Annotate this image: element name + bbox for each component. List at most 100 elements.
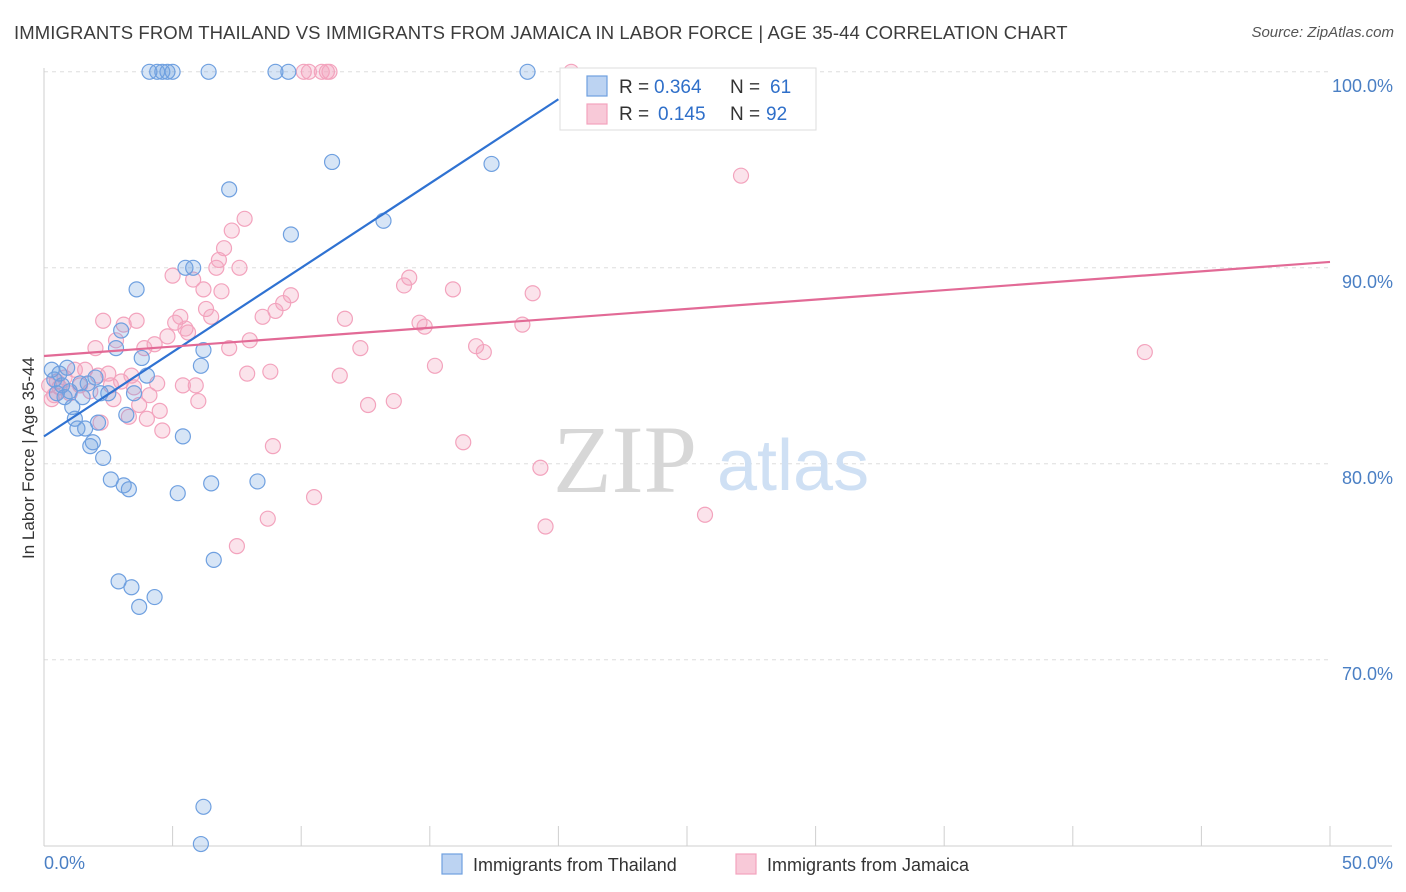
watermark-atlas: atlas — [717, 426, 869, 506]
point-thailand-46 — [195, 342, 212, 359]
point-jamaica-57 — [259, 510, 276, 527]
y-tick-labels: 100.0% 90.0% 80.0% 70.0% — [1332, 76, 1393, 684]
axes — [43, 68, 1392, 847]
point-thailand-40 — [164, 63, 181, 80]
watermark: ZIP atlas — [553, 406, 869, 513]
x-tick-label-1: 50.0% — [1342, 853, 1393, 873]
trend-lines — [43, 98, 1331, 438]
point-jamaica-39 — [185, 271, 202, 288]
point-jamaica-59 — [264, 438, 282, 455]
point-thailand-55 — [375, 212, 392, 229]
point-thailand-30 — [125, 385, 143, 402]
point-jamaica-69 — [336, 310, 354, 327]
series-jamaica-points — [41, 63, 1153, 555]
point-jamaica-79 — [455, 434, 472, 451]
point-jamaica-58 — [262, 363, 279, 380]
point-thailand-50 — [221, 181, 238, 198]
point-jamaica-87 — [696, 506, 714, 523]
point-jamaica-46 — [210, 251, 227, 269]
point-thailand-28 — [120, 481, 137, 498]
stats-legend: R = 0.364 N = 61 R = 0.145 N = 92 — [559, 67, 817, 131]
point-jamaica-88 — [732, 167, 750, 184]
point-thailand-20 — [95, 449, 112, 467]
stats-legend-n-value-2: 92 — [766, 104, 787, 125]
point-thailand-17 — [87, 369, 104, 386]
point-jamaica-35 — [172, 308, 189, 325]
point-thailand-6 — [59, 359, 76, 376]
source-credit: Source: ZipAtlas.com — [1251, 24, 1394, 41]
point-thailand-54 — [323, 153, 341, 171]
point-jamaica-49 — [221, 340, 238, 357]
point-thailand-59 — [192, 835, 209, 853]
point-jamaica-65 — [305, 489, 323, 506]
series-thailand-points — [43, 63, 536, 853]
point-jamaica-26 — [138, 410, 155, 427]
point-thailand-33 — [133, 349, 150, 367]
point-jamaica-43 — [197, 300, 215, 318]
point-jamaica-70 — [352, 340, 369, 357]
point-jamaica-44 — [203, 308, 220, 325]
point-jamaica-81 — [475, 343, 492, 361]
trend-line-jamaica — [43, 260, 1331, 358]
point-thailand-32 — [131, 598, 148, 615]
point-jamaica-76 — [416, 318, 433, 335]
point-thailand-49 — [205, 551, 222, 568]
point-thailand-31 — [128, 281, 145, 298]
x-tick-label-0: 0.0% — [44, 853, 85, 873]
point-thailand-39 — [159, 63, 176, 80]
stats-legend-r-label-1: R = — [619, 77, 649, 98]
point-thailand-16 — [84, 434, 101, 451]
y-axis-title: In Labor Force | Age 35-44 — [19, 357, 38, 559]
point-thailand-57 — [519, 63, 536, 80]
point-thailand-58 — [195, 798, 212, 815]
watermark-zip: ZIP — [553, 406, 697, 513]
point-jamaica-31 — [154, 422, 171, 439]
point-jamaica-36 — [174, 377, 191, 394]
point-jamaica-83 — [524, 285, 541, 302]
point-jamaica-89 — [1136, 343, 1153, 361]
stats-legend-n-label-1: N = — [730, 77, 760, 98]
point-thailand-45 — [192, 357, 209, 374]
stats-legend-swatch-thailand — [586, 75, 608, 97]
point-jamaica-78 — [444, 281, 462, 298]
stats-legend-r-value-2: 0.145 — [658, 104, 706, 125]
point-jamaica-72 — [385, 392, 402, 410]
y-tick-label-0: 100.0% — [1332, 76, 1393, 96]
point-thailand-52 — [280, 63, 297, 80]
point-thailand-25 — [113, 322, 130, 339]
point-jamaica-73 — [395, 277, 413, 294]
bottom-legend-label-thailand: Immigrants from Thailand — [473, 855, 677, 875]
point-jamaica-84 — [532, 459, 549, 476]
point-jamaica-27 — [141, 387, 158, 404]
point-jamaica-47 — [213, 283, 230, 300]
point-jamaica-62 — [282, 287, 300, 304]
point-jamaica-50 — [223, 222, 240, 239]
point-thailand-53 — [282, 226, 300, 243]
x-tick-labels: 0.0% 50.0% — [44, 853, 1393, 873]
chart-title: IMMIGRANTS FROM THAILAND VS IMMIGRANTS F… — [14, 22, 1068, 43]
point-jamaica-85 — [537, 518, 554, 535]
point-jamaica-91 — [313, 63, 330, 80]
y-tick-label-2: 80.0% — [1342, 468, 1393, 488]
point-thailand-42 — [174, 428, 191, 445]
point-jamaica-42 — [195, 281, 212, 298]
point-thailand-23 — [107, 340, 125, 357]
point-jamaica-74 — [401, 269, 418, 286]
point-thailand-0 — [43, 361, 60, 378]
point-jamaica-32 — [159, 328, 176, 345]
point-jamaica-51 — [228, 538, 245, 555]
point-jamaica-33 — [164, 267, 181, 284]
point-thailand-48 — [203, 475, 220, 492]
point-thailand-60 — [267, 63, 284, 80]
point-jamaica-30 — [151, 402, 168, 419]
point-jamaica-22 — [125, 379, 143, 396]
point-jamaica-52 — [231, 259, 248, 276]
point-thailand-2 — [48, 385, 65, 402]
point-jamaica-54 — [239, 365, 256, 382]
point-thailand-29 — [123, 579, 140, 596]
stats-legend-r-label-2: R = — [619, 104, 649, 125]
point-jamaica-68 — [331, 367, 348, 384]
point-thailand-56 — [483, 155, 500, 173]
point-thailand-27 — [118, 406, 135, 423]
